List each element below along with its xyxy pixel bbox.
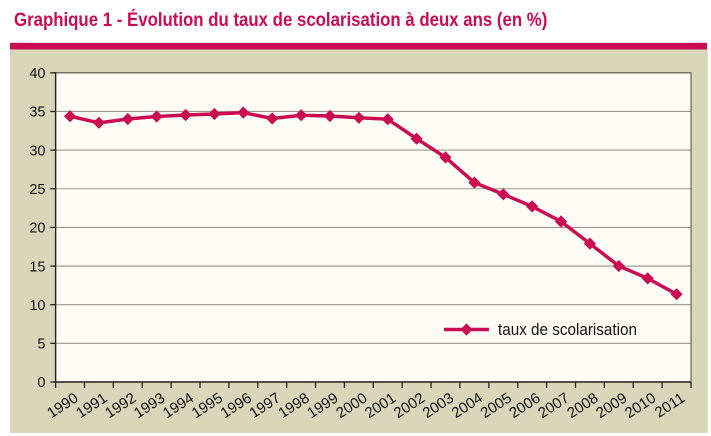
svg-text:taux de scolarisation: taux de scolarisation: [498, 321, 637, 339]
svg-text:15: 15: [29, 259, 45, 275]
svg-text:40: 40: [29, 66, 45, 82]
svg-text:5: 5: [37, 337, 45, 353]
svg-text:10: 10: [29, 298, 45, 314]
svg-text:20: 20: [29, 221, 45, 237]
svg-text:25: 25: [29, 182, 45, 198]
svg-text:0: 0: [37, 375, 45, 391]
svg-text:35: 35: [29, 105, 45, 121]
svg-text:30: 30: [29, 143, 45, 159]
